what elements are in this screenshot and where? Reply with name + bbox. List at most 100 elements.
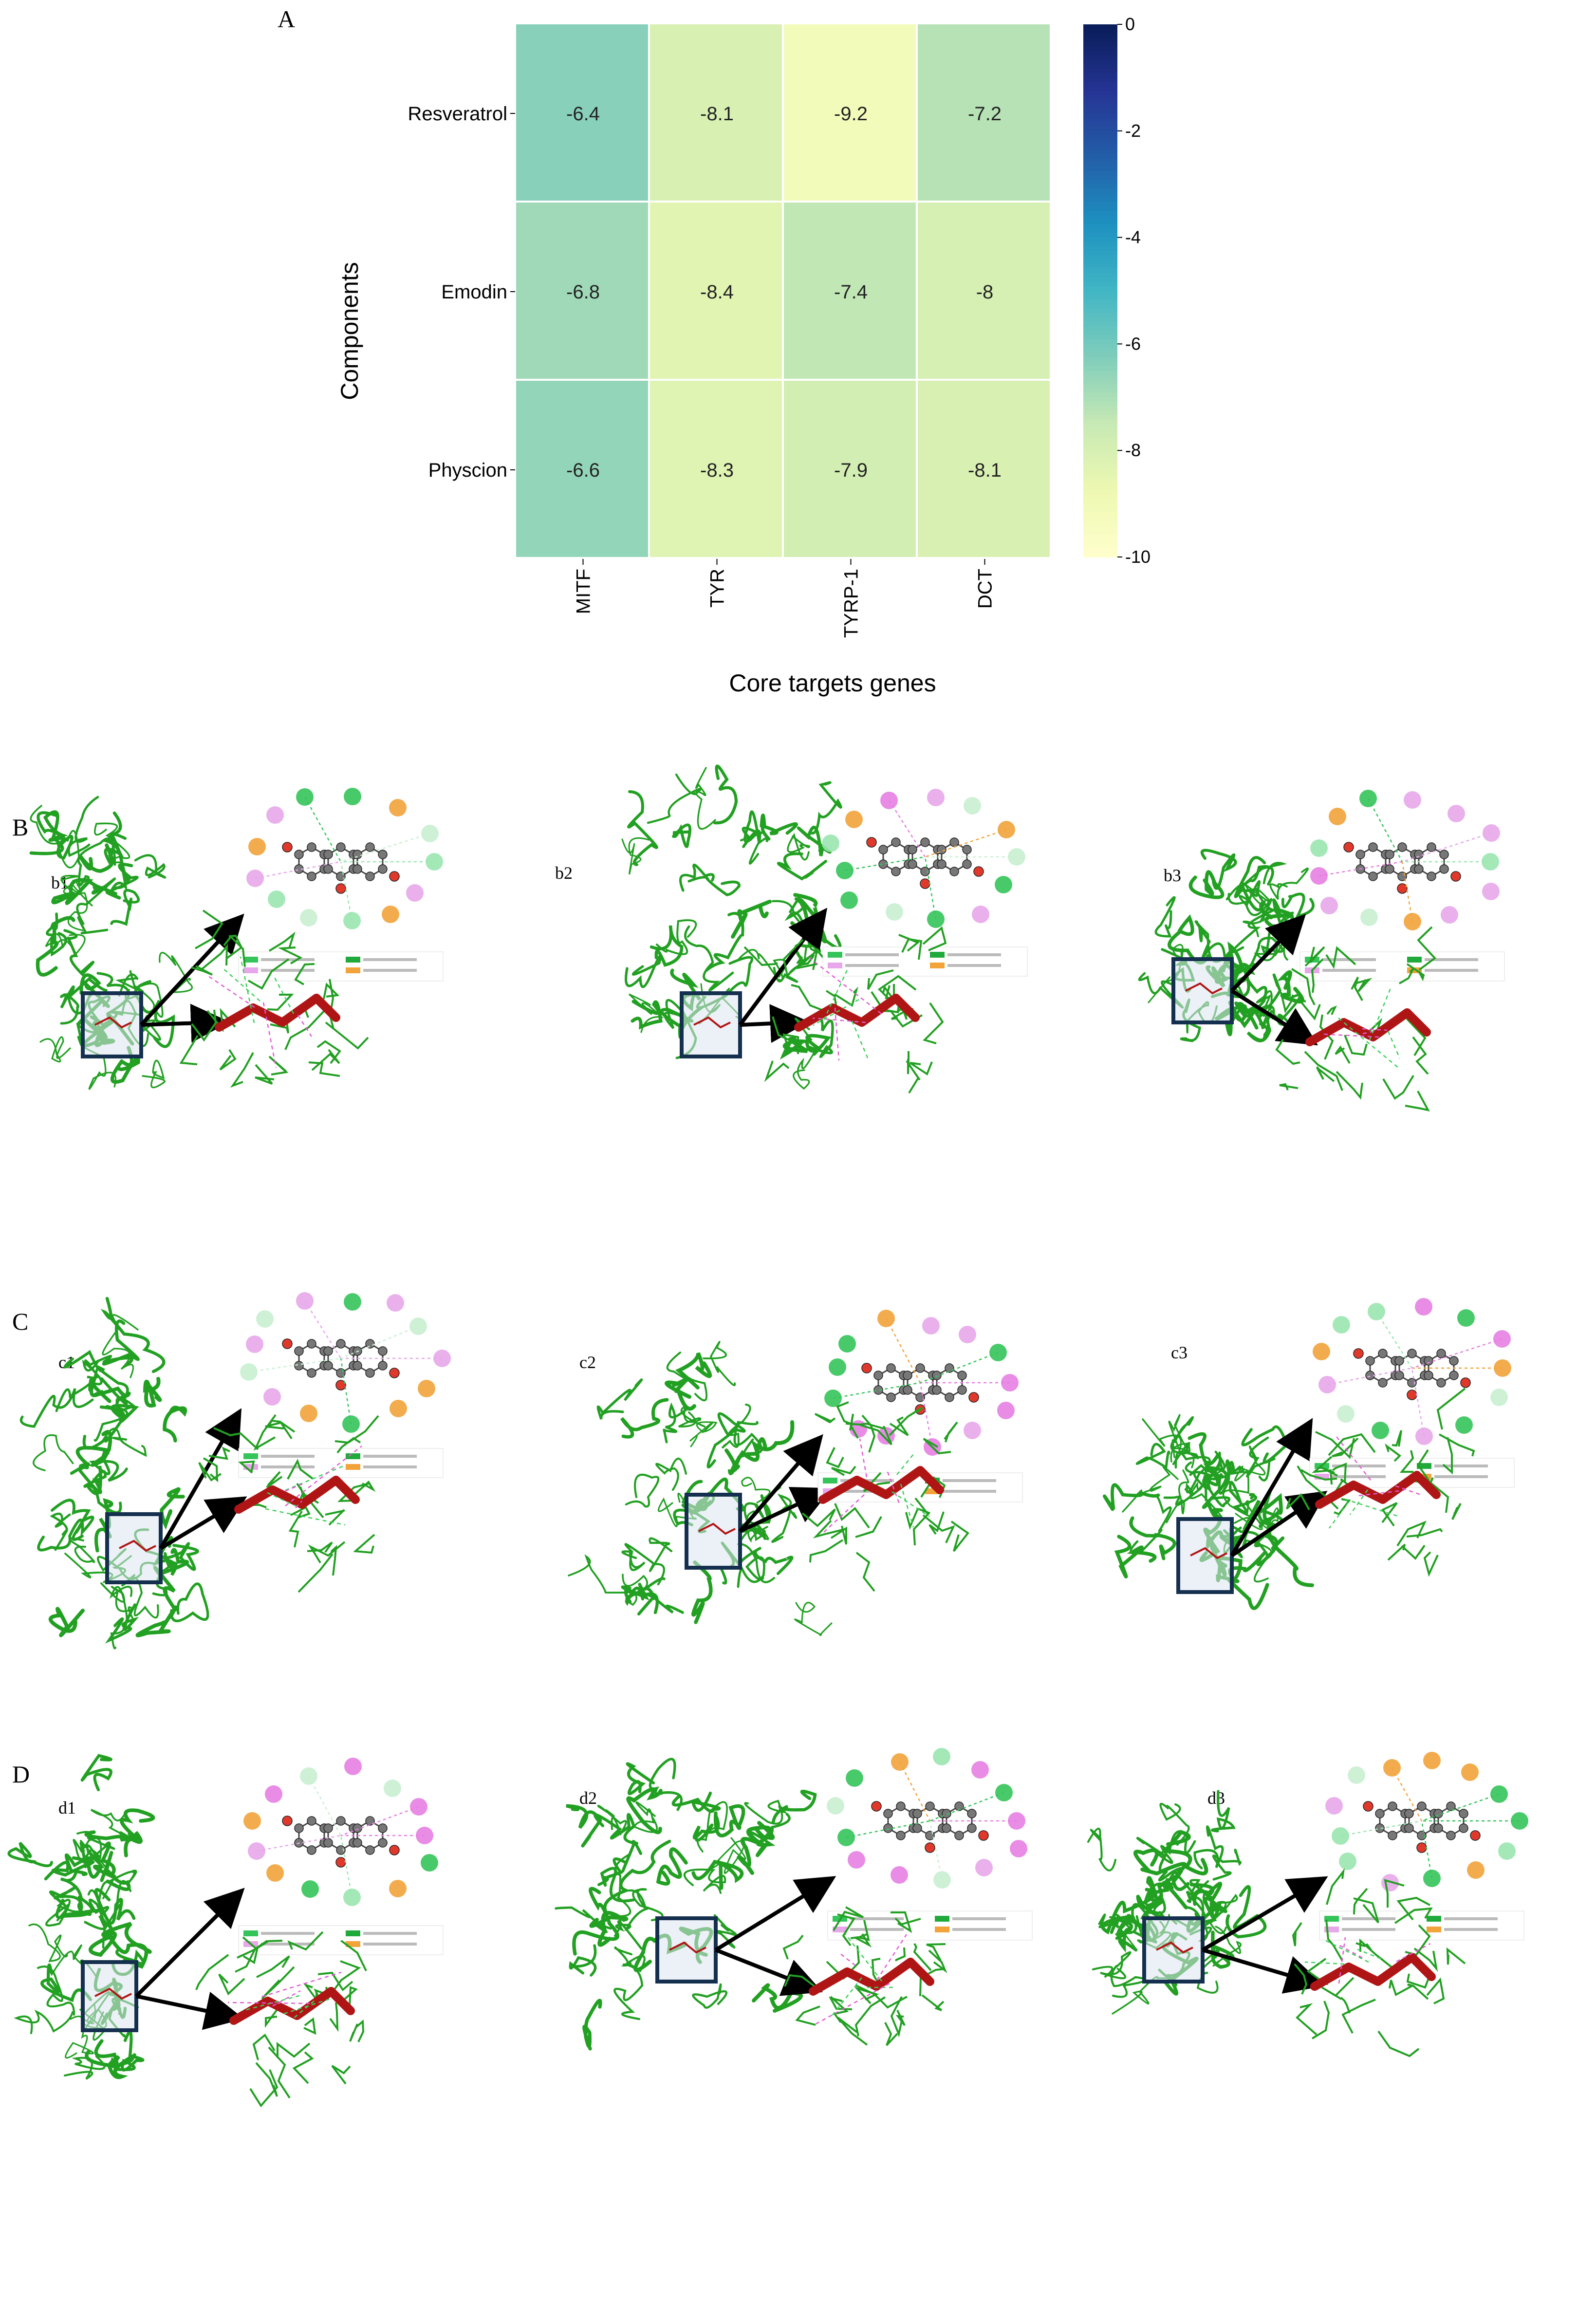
ligand-atom [1446,1801,1456,1811]
ribbon-strand [691,1859,744,1890]
ligand-atom [323,1361,333,1371]
legend-swatch [346,1464,360,1470]
ribbon-strand [67,796,99,857]
legend-text-bar [943,1479,996,1482]
contact-line [1338,1937,1346,1984]
ribbon-strand [784,896,809,939]
residue-stick [764,1060,790,1082]
interaction-legend [1319,1910,1524,1941]
colorbar-tick-label-0: 0 [1125,14,1135,34]
colorbar-segment [1083,455,1117,460]
ligand-atom [1385,850,1394,859]
colorbar-segment [1083,64,1117,70]
ligand-atom [294,1361,304,1371]
legend-swatch [243,1453,258,1459]
ligand-atom [908,845,917,854]
contact-line [285,1446,362,1506]
ribbon-strand [1239,865,1274,897]
residue-stick [850,1920,870,1941]
residue-stick [922,1514,955,1543]
residue-stick [1341,1999,1376,2034]
residue-stick [928,1949,947,1973]
residue-stick [901,938,923,960]
residue-stick [201,944,228,970]
residue-stick [860,1424,892,1446]
colorbar-segment [1083,482,1117,487]
residue-node [387,1294,404,1312]
ligand-atom [1449,1371,1459,1380]
oxygen-atom [871,1801,882,1812]
oxygen-atom [920,878,930,889]
ligand-atom [937,859,946,869]
residue-stick [219,1049,237,1071]
colorbar-segment [1083,86,1117,92]
docking-pose-d3 [1292,1868,1466,2058]
residue-node [829,1358,846,1376]
residue-stick [1296,2003,1318,2036]
oxygen-atom [1363,1801,1373,1812]
colorbar-segment [1083,477,1117,482]
residue-node [838,1335,856,1353]
ribbon-strand [84,1355,112,1392]
ribbon-strand [1225,862,1287,901]
docking-pose-d2 [782,1906,947,2046]
ribbon-strand [80,1754,112,1792]
ligand-in-box [1190,1547,1227,1559]
residue-stick [782,939,804,978]
ribbon-strand [628,1888,664,1922]
colorbar-segment [1083,415,1117,420]
residue-stick [923,1002,944,1044]
residue-stick [855,1552,875,1592]
colorbar-segment [1083,206,1117,211]
heatmap-value-0-0: -6.4 [566,103,600,125]
residue-stick [1381,1502,1398,1527]
colorbar-segment [1083,295,1117,300]
colorbar-segment [1083,508,1117,513]
residue-stick [1291,968,1316,1005]
colorbar-segment [1083,339,1117,345]
residue-stick [329,979,334,1030]
residue-stick [349,2023,358,2042]
colorbar-segment [1083,233,1117,238]
protein-ribbon-d2 [555,1758,817,2051]
interaction-diagram-d2 [827,1748,1033,1941]
residue-stick [336,1437,361,1454]
ribbon-strand [84,1898,110,1930]
residue-stick [826,1447,844,1468]
colorbar-segment [1083,241,1117,247]
colorbar-segment [1083,157,1117,163]
interaction-line [304,797,342,862]
interaction-diagram-b2 [822,789,1028,977]
ribbon-strand [1114,1535,1157,1578]
ligand-atom [908,859,917,869]
ligand-atom [1375,1809,1385,1818]
oxygen-atom [1353,1348,1364,1359]
residue-stick [889,1416,909,1436]
residue-stick [1336,1071,1363,1100]
residue-stick [1340,1997,1351,2014]
residue-stick [1401,1544,1426,1560]
ribbon-strand [746,1510,769,1543]
ribbon-strand [86,1841,116,1879]
residue-stick [223,935,246,967]
ribbon-strand [142,1059,166,1089]
ribbon-strand [692,1983,728,2009]
interaction-line [1401,861,1413,922]
ribbon-strand [627,790,658,866]
colorbar-segment [1083,188,1117,194]
ligand-atom [1404,1823,1414,1833]
ligand-atom [967,1823,977,1833]
residue-stick [815,1413,836,1424]
ribbon-strand [1154,896,1176,938]
ribbon-strand [37,1516,94,1552]
ligand-atom [945,1363,954,1373]
residue-node [1313,1343,1330,1360]
ribbon-strand [1138,972,1184,1009]
ribbon-strand [1193,1825,1224,1870]
legend-text-bar [1322,969,1376,972]
contact-line [1322,1938,1369,1963]
contact-line [208,975,255,1008]
residue-stick [213,1427,259,1450]
ligand-atom [1397,842,1407,852]
x-tick-label-0: MITF [573,569,594,614]
